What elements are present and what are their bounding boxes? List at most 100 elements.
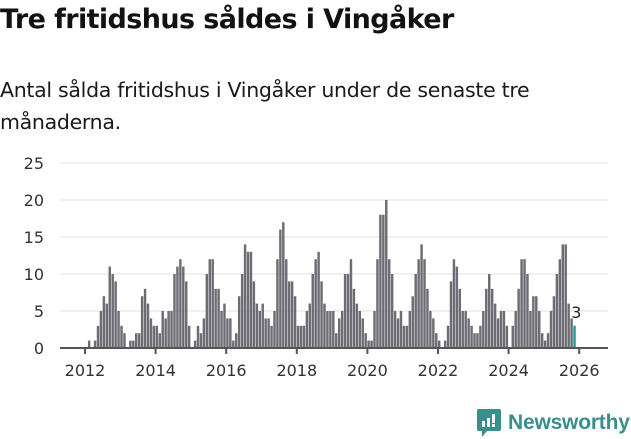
bar <box>261 303 264 348</box>
bar <box>305 311 309 348</box>
bar <box>555 274 559 348</box>
bar <box>279 229 282 348</box>
bar <box>570 318 573 348</box>
bar <box>349 259 353 348</box>
bar-highlight <box>573 325 576 348</box>
bar <box>146 303 150 348</box>
bar <box>387 259 391 348</box>
bar <box>558 259 562 348</box>
bar <box>329 311 332 348</box>
bar <box>282 222 285 348</box>
bar <box>205 274 209 348</box>
bar <box>376 259 379 348</box>
bar <box>540 333 544 348</box>
bar <box>385 200 388 348</box>
y-tick-label: 0 <box>34 339 44 358</box>
bar <box>102 296 106 348</box>
bar <box>479 325 482 348</box>
x-tick-label: 2014 <box>135 361 176 380</box>
bar <box>179 259 182 348</box>
bar <box>402 325 406 348</box>
bar <box>220 311 223 348</box>
bar <box>93 340 97 348</box>
bar <box>155 325 159 348</box>
bar <box>167 311 170 348</box>
bar <box>249 251 253 348</box>
bar <box>111 274 114 348</box>
bar <box>517 288 520 348</box>
chart-title: Tre fritidshus såldes i Vingåker <box>0 4 454 35</box>
bar <box>482 311 485 348</box>
bar <box>120 325 123 348</box>
bar <box>552 296 556 348</box>
bar <box>379 214 382 348</box>
bar <box>352 288 356 348</box>
bar <box>461 311 464 348</box>
bar <box>511 325 514 348</box>
bar <box>302 325 306 348</box>
bar <box>514 311 517 348</box>
bar <box>246 251 250 348</box>
bar <box>373 311 376 348</box>
bar <box>464 311 467 348</box>
bar <box>443 340 447 348</box>
bar <box>137 333 141 348</box>
bar <box>173 274 176 348</box>
bar <box>496 318 500 348</box>
bar <box>199 333 203 348</box>
bar <box>332 311 335 348</box>
bar <box>185 281 188 348</box>
bar <box>276 259 279 348</box>
bar <box>561 244 564 348</box>
bar <box>176 266 179 348</box>
bar <box>237 296 241 348</box>
bar <box>535 296 538 348</box>
bar <box>432 318 435 348</box>
bar <box>526 274 529 348</box>
bar <box>140 296 144 348</box>
bar <box>240 274 244 348</box>
bar <box>99 311 103 348</box>
bar <box>367 340 370 348</box>
bar <box>149 318 153 348</box>
bar <box>217 288 220 348</box>
newsworthy-logo-icon <box>477 409 501 437</box>
bar <box>293 296 297 348</box>
bar <box>326 311 329 348</box>
bar <box>287 281 291 348</box>
bar <box>223 303 226 348</box>
bar <box>564 244 567 348</box>
bar <box>158 333 161 348</box>
bar <box>458 288 462 348</box>
bar <box>549 311 553 348</box>
bar <box>308 303 312 348</box>
chart-subtitle: Antal sålda fritidshus i Vingåker under … <box>0 78 530 134</box>
bar <box>337 318 341 348</box>
bar <box>129 340 132 348</box>
bar <box>114 281 117 348</box>
bar <box>226 318 229 348</box>
newsworthy-logo-text: Newsworthy <box>508 411 630 434</box>
bar <box>258 311 261 348</box>
bar <box>408 311 412 348</box>
bar-chart: 0 5 10 15 20 25 3 2012 2014 2016 2018 2020 2022 2024 2… <box>24 154 608 380</box>
bar <box>117 311 120 348</box>
bar <box>232 340 235 348</box>
bar <box>532 296 535 348</box>
y-tick-label: 15 <box>24 228 44 247</box>
bar <box>355 303 359 348</box>
bar <box>243 244 247 348</box>
bar <box>196 325 200 348</box>
bar <box>208 259 211 348</box>
bar <box>170 311 173 348</box>
bar <box>299 325 303 348</box>
bar <box>323 303 326 348</box>
bar <box>485 288 488 348</box>
bar <box>538 311 541 348</box>
bar <box>473 333 476 348</box>
bar <box>546 333 550 348</box>
bar <box>273 311 276 348</box>
bar <box>270 325 273 348</box>
bar <box>211 259 214 348</box>
bar <box>470 325 473 348</box>
